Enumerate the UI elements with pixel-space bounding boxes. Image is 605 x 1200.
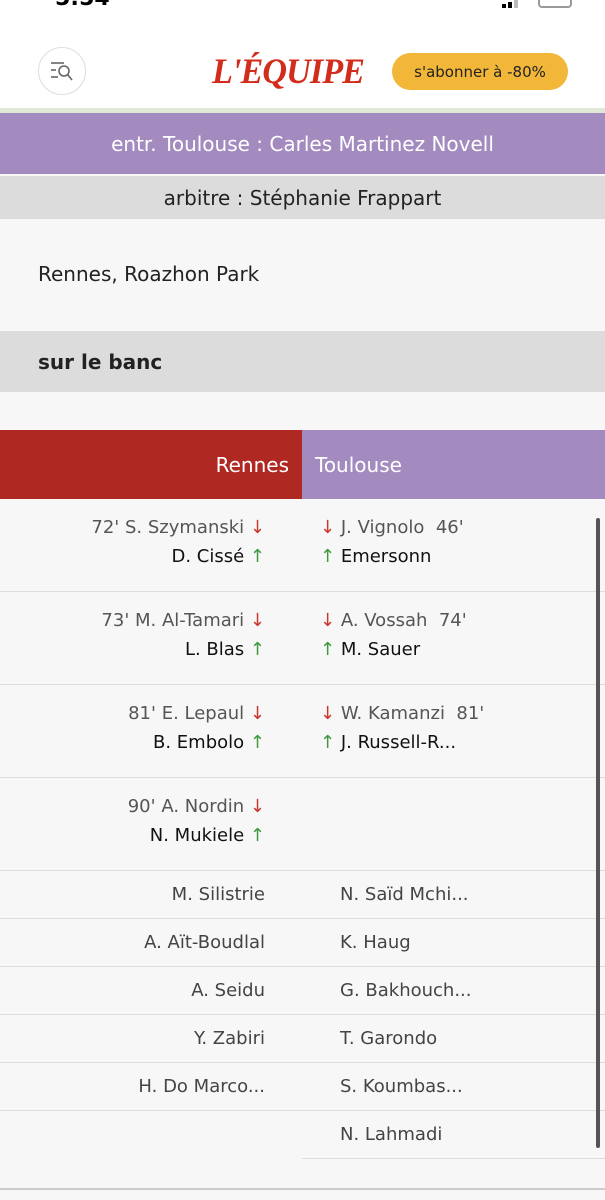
away-bench-player: G. Bakhouch...: [340, 980, 472, 1001]
away-sub-out: ↓ A. Vossah 74': [320, 610, 467, 631]
lequipe-logo[interactable]: L'ÉQUIPE: [212, 51, 365, 91]
arrow-up-icon: ↑: [249, 639, 265, 660]
away-bench-player: K. Haug: [340, 932, 411, 953]
away-sub-out: ↓ J. Vignolo 46': [320, 517, 464, 538]
substitution-row: 72' S. Szymanski ↓ D. Cissé ↑ ↓ J. Vignol…: [0, 499, 605, 592]
arrow-down-icon: ↓: [249, 703, 265, 724]
arrow-down-icon: ↓: [320, 610, 336, 631]
home-bench-player: Y. Zabiri: [194, 1028, 265, 1049]
status-bar: 5:54: [0, 0, 605, 20]
away-sub-out: ↓ W. Kamanzi 81': [320, 703, 485, 724]
home-sub-out: 73' M. Al-Tamari ↓: [101, 610, 265, 631]
arrow-up-icon: ↑: [249, 546, 265, 567]
bench-row: M. Silistrie N. Saïd Mchi...: [0, 871, 605, 919]
signal-icon: [502, 0, 526, 8]
home-sub-out: 90' A. Nordin ↓: [127, 796, 265, 817]
home-sub-out: 81' E. Lepaul ↓: [128, 703, 265, 724]
scrollbar[interactable]: [596, 518, 600, 1148]
referee: arbitre : Stéphanie Frappart: [0, 176, 605, 219]
bench-row: Y. Zabiri T. Garondo: [0, 1015, 605, 1063]
away-sub-in: ↑ J. Russell-R...: [320, 732, 457, 753]
home-sub-in: D. Cissé ↑: [171, 546, 265, 567]
arrow-up-icon: ↑: [320, 732, 336, 753]
away-bench-player: N. Lahmadi: [340, 1124, 443, 1145]
substitutions-list: 72' S. Szymanski ↓ D. Cissé ↑ ↓ J. Vignol…: [0, 499, 605, 1159]
battery-icon: [538, 0, 572, 8]
home-sub-in: B. Embolo ↑: [153, 732, 265, 753]
menu-search-button[interactable]: [38, 47, 86, 95]
away-coach: entr. Toulouse : Carles Martinez Novell: [0, 113, 605, 174]
away-sub-in: ↑ Emersonn: [320, 546, 432, 567]
arrow-up-icon: ↑: [320, 639, 336, 660]
bench-row: N. Lahmadi: [0, 1111, 605, 1159]
arrow-up-icon: ↑: [249, 825, 265, 846]
divider: [0, 1188, 605, 1190]
home-sub-in: L. Blas ↑: [184, 639, 265, 660]
bench-row: A. Aït-Boudlal K. Haug: [0, 919, 605, 967]
arrow-up-icon: ↑: [320, 546, 336, 567]
bench-heading: sur le banc: [0, 331, 605, 392]
bench-row: H. Do Marco... S. Koumbas...: [0, 1063, 605, 1111]
home-bench-player: A. Aït-Boudlal: [144, 932, 265, 953]
arrow-down-icon: ↓: [320, 703, 336, 724]
status-time: 5:54: [55, 0, 110, 11]
away-bench-player: S. Koumbas...: [340, 1076, 463, 1097]
site-header: L'ÉQUIPE s'abonner à -80%: [0, 20, 605, 108]
arrow-down-icon: ↓: [249, 796, 265, 817]
substitution-row: 81' E. Lepaul ↓ B. Embolo ↑ ↓ W. Kamanzi …: [0, 685, 605, 778]
menu-search-icon: [51, 62, 73, 81]
substitution-row: 73' M. Al-Tamari ↓ L. Blas ↑ ↓ A. Vossah …: [0, 592, 605, 685]
substitution-row: 90' A. Nordin ↓ N. Mukiele ↑: [0, 778, 605, 871]
away-bench-player: T. Garondo: [340, 1028, 438, 1049]
divider: [0, 108, 605, 113]
divider: [302, 1157, 605, 1159]
home-bench-player: A. Seidu: [191, 980, 265, 1001]
arrow-down-icon: ↓: [249, 610, 265, 631]
home-team-name: Rennes: [0, 430, 302, 499]
home-bench-player: H. Do Marco...: [138, 1076, 265, 1097]
away-sub-in: ↑ M. Sauer: [320, 639, 421, 660]
arrow-down-icon: ↓: [320, 517, 336, 538]
teams-header: Rennes Toulouse: [0, 430, 605, 499]
arrow-up-icon: ↑: [249, 732, 265, 753]
venue: Rennes, Roazhon Park: [38, 262, 260, 286]
subscribe-button[interactable]: s'abonner à -80%: [392, 53, 568, 90]
home-bench-player: M. Silistrie: [171, 884, 265, 905]
arrow-down-icon: ↓: [249, 517, 265, 538]
away-bench-player: N. Saïd Mchi...: [340, 884, 469, 905]
away-team-name: Toulouse: [302, 430, 605, 499]
bench-row: A. Seidu G. Bakhouch...: [0, 967, 605, 1015]
home-sub-out: 72' S. Szymanski ↓: [91, 517, 265, 538]
home-sub-in: N. Mukiele ↑: [149, 825, 265, 846]
